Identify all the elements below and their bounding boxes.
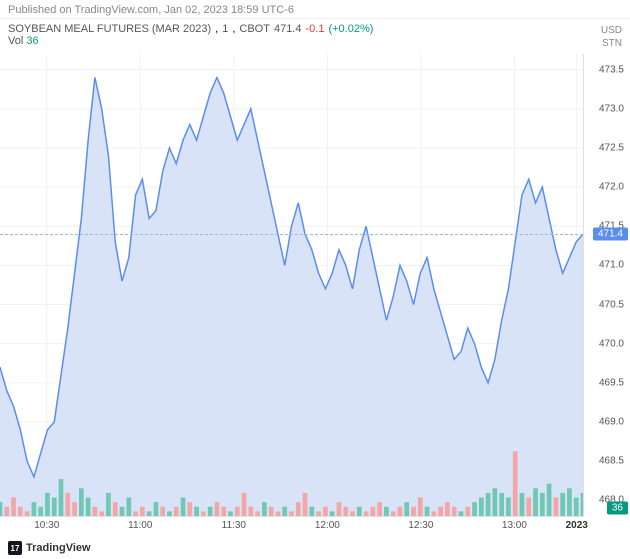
- vol-axis-tag: 36: [607, 502, 628, 515]
- change-abs: -0.1: [305, 23, 324, 35]
- symbol-header: SOYBEAN MEAL FUTURES (MAR 2023), 1, CBOT…: [0, 19, 630, 35]
- chart-pane[interactable]: [0, 54, 584, 517]
- volume-indicator: Vol 36: [0, 35, 630, 47]
- vol-value: 36: [26, 35, 38, 47]
- last-price-line: [0, 234, 583, 235]
- y-tick: 469.5: [599, 377, 624, 388]
- x-tick: 11:30: [222, 520, 246, 531]
- x-tick: 2023: [566, 520, 588, 531]
- x-tick: 13:00: [502, 520, 527, 531]
- x-tick: 10:30: [34, 520, 59, 531]
- published-banner: Published on TradingView.com, Jan 02, 20…: [0, 0, 630, 19]
- y-tick: 473.0: [599, 103, 624, 114]
- x-tick: 12:00: [315, 520, 340, 531]
- change-pct: (+0.02%): [328, 23, 373, 35]
- tradingview-logo-icon: 17: [8, 541, 22, 555]
- exchange: CBOT: [239, 23, 270, 35]
- y-tick: 472.0: [599, 182, 624, 193]
- y-tick: 469.0: [599, 417, 624, 428]
- interval: 1: [222, 23, 228, 35]
- symbol-name: SOYBEAN MEAL FUTURES (MAR 2023): [8, 23, 211, 35]
- y-tick: 471.0: [599, 260, 624, 271]
- price-unit: USD: [601, 24, 622, 37]
- y-tick: 470.0: [599, 338, 624, 349]
- time-axis[interactable]: 10:3011:0011:3012:0012:3013:002023: [0, 517, 584, 537]
- y-tick: 470.5: [599, 299, 624, 310]
- x-tick: 11:00: [128, 520, 152, 531]
- qty-unit: STN: [601, 37, 622, 50]
- brand-name: TradingView: [26, 542, 91, 554]
- last-price-tag: 471.4: [593, 228, 628, 241]
- x-tick: 12:30: [408, 520, 433, 531]
- y-tick: 473.5: [599, 64, 624, 75]
- scale-units: USD STN: [601, 24, 622, 50]
- price-axis[interactable]: 468.0468.5469.0469.5470.0470.5471.0471.5…: [584, 54, 630, 517]
- branding-footer: 17 TradingView: [8, 541, 91, 555]
- y-tick: 468.5: [599, 456, 624, 467]
- y-tick: 472.5: [599, 142, 624, 153]
- last-price: 471.4: [274, 23, 302, 35]
- vol-label: Vol: [8, 35, 23, 47]
